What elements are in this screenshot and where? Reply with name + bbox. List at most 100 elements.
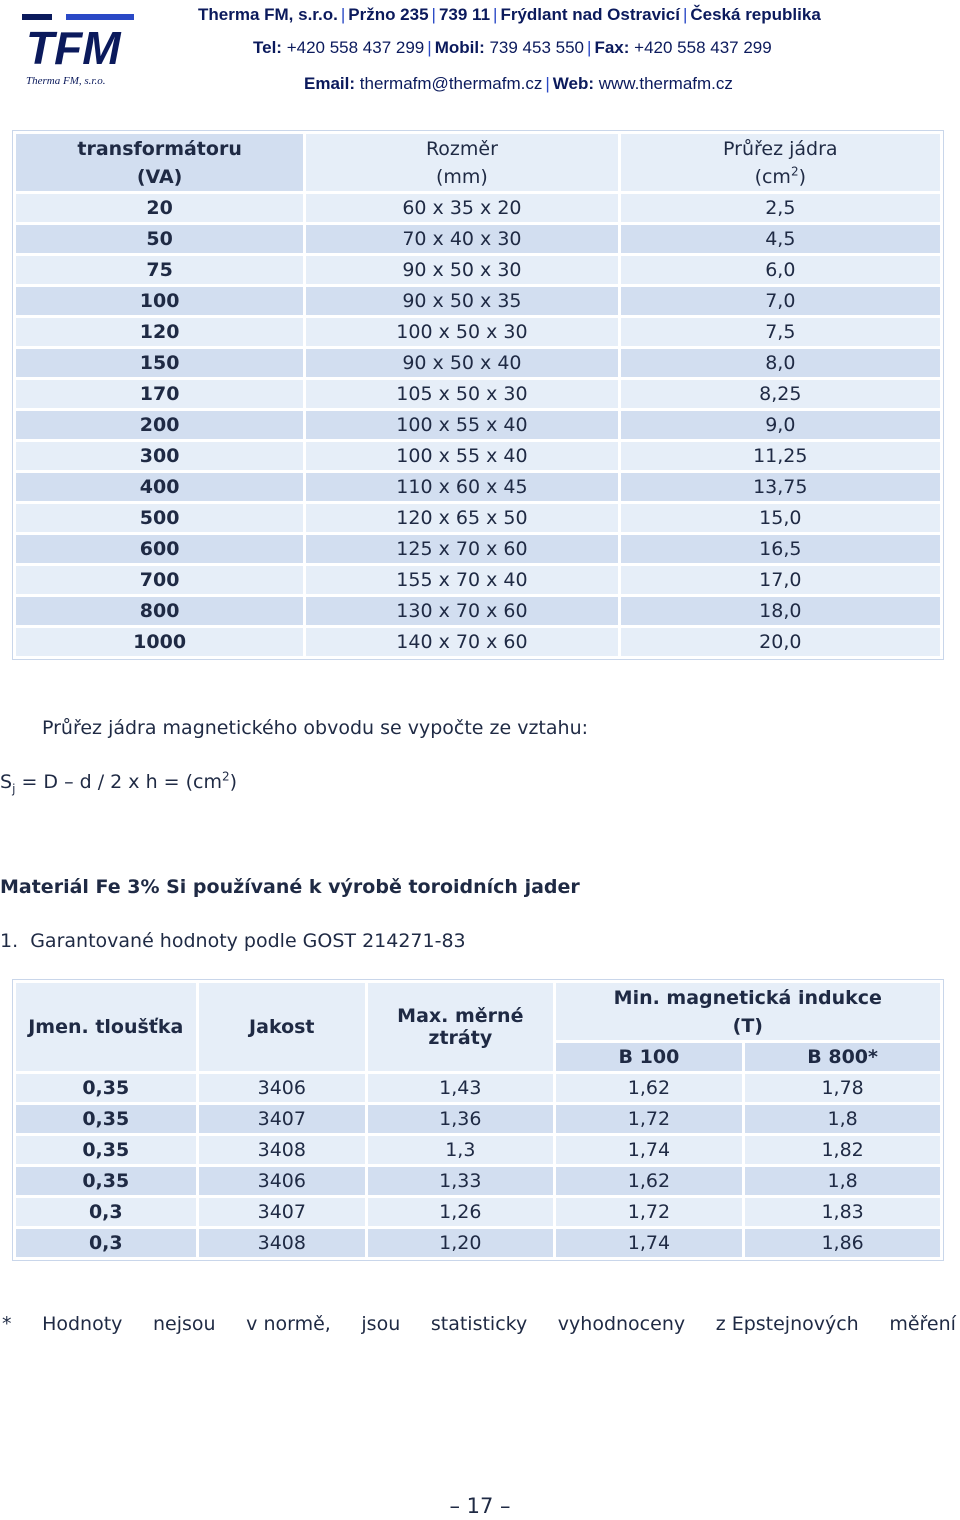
logo-bar-1 (22, 14, 52, 20)
footnote-word: nejsou (153, 1313, 216, 1335)
grade-cell: 3408 (198, 1136, 366, 1164)
material-heading: Materiál Fe 3% Si používané k výrobě tor… (0, 876, 580, 898)
core-cell: 20,0 (620, 628, 940, 656)
size-cell: 70 x 40 x 30 (306, 225, 618, 253)
core-cell: 2,5 (620, 194, 940, 222)
mobil-label: Mobil: (434, 38, 485, 57)
size-cell: 100 x 55 x 40 (306, 442, 618, 470)
b800-cell: 1,86 (745, 1229, 940, 1257)
thickness-cell: 0,35 (16, 1105, 196, 1133)
table-row: 50 70 x 40 x 30 4,5 (16, 225, 940, 253)
header-loss: Max. měrné ztráty (368, 983, 553, 1071)
header-core: Průřez jádra (cm2) (620, 134, 940, 191)
b800-cell: 1,82 (745, 1136, 940, 1164)
footnote-word: z Epstejnových (715, 1313, 859, 1335)
material-table: Jmen. tloušťka Jakost Max. měrné ztráty … (12, 979, 944, 1261)
footnote-word: Hodnoty (42, 1313, 123, 1335)
header-power: transformátoru (VA) (16, 134, 304, 191)
footnote-word: * (2, 1313, 12, 1335)
loss-cell: 1,43 (368, 1074, 553, 1102)
size-cell: 130 x 70 x 60 (306, 597, 618, 625)
grade-cell: 3407 (198, 1198, 366, 1226)
material-list-item: 1. Garantované hodnoty podle GOST 214271… (0, 930, 466, 952)
header-contact-line: Email: thermafm@thermafm.cz | Web: www.the… (304, 74, 733, 93)
table-row: 400 110 x 60 x 45 13,75 (16, 473, 940, 501)
power-cell: 800 (16, 597, 304, 625)
fax-value: +420 558 437 299 (634, 38, 772, 57)
b100-cell: 1,72 (555, 1198, 743, 1226)
core-cell: 18,0 (620, 597, 940, 625)
logo-mark: TFM (26, 22, 122, 74)
thickness-cell: 0,35 (16, 1167, 196, 1195)
b100-cell: 1,74 (555, 1229, 743, 1257)
table-row: 300 100 x 55 x 40 11,25 (16, 442, 940, 470)
size-cell: 60 x 35 x 20 (306, 194, 618, 222)
b800-cell: 1,8 (745, 1105, 940, 1133)
table-row: 0,35 3406 1,43 1,62 1,78 (16, 1074, 940, 1102)
formula-intro: Průřez jádra magnetického obvodu se vypo… (42, 717, 589, 739)
table-row: 700 155 x 70 x 40 17,0 (16, 566, 940, 594)
email-link[interactable]: thermafm@thermafm.cz (359, 74, 543, 93)
city: Frýdlant nad Ostravicí (500, 5, 680, 24)
table-row: 0,3 3408 1,20 1,74 1,86 (16, 1229, 940, 1257)
table-header-row: Jmen. tloušťka Jakost Max. měrné ztráty … (16, 983, 940, 1071)
loss-cell: 1,33 (368, 1167, 553, 1195)
web-link[interactable]: www.thermafm.cz (598, 74, 733, 93)
page-number: – 17 – (449, 1494, 511, 1518)
core-cell: 9,0 (620, 411, 940, 439)
email-label: Email: (304, 74, 356, 93)
table-row: 1000 140 x 70 x 60 20,0 (16, 628, 940, 656)
tel-value[interactable]: +420 558 437 299 (286, 38, 425, 57)
power-cell: 100 (16, 287, 304, 315)
power-cell: 170 (16, 380, 304, 408)
core-cell: 7,0 (620, 287, 940, 315)
size-cell: 90 x 50 x 35 (306, 287, 618, 315)
zip: 739 11 (438, 5, 491, 24)
power-cell: 1000 (16, 628, 304, 656)
power-cell: 120 (16, 318, 304, 346)
b100-cell: 1,62 (555, 1167, 743, 1195)
core-cell: 16,5 (620, 535, 940, 563)
size-cell: 100 x 55 x 40 (306, 411, 618, 439)
b800-cell: 1,78 (745, 1074, 940, 1102)
table-row: 0,35 3406 1,33 1,62 1,8 (16, 1167, 940, 1195)
loss-cell: 1,26 (368, 1198, 553, 1226)
core-cell: 13,75 (620, 473, 940, 501)
header-size: Rozměr (mm) (306, 134, 618, 191)
power-cell: 75 (16, 256, 304, 284)
b100-cell: 1,62 (555, 1074, 743, 1102)
table-row: 150 90 x 50 x 40 8,0 (16, 349, 940, 377)
header-address-line: Therma FM, s.r.o. | Pržno 235 | 739 11 | Frýdl… (198, 5, 821, 24)
fax-label: Fax: (594, 38, 630, 57)
loss-cell: 1,3 (368, 1136, 553, 1164)
company-name: Therma FM, s.r.o. (198, 5, 338, 24)
size-cell: 90 x 50 x 40 (306, 349, 618, 377)
mobil-value[interactable]: 739 453 550 (489, 38, 585, 57)
table-header-row: transformátoru (VA) Rozměr (mm) Průřez j… (16, 134, 940, 191)
size-cell: 90 x 50 x 30 (306, 256, 618, 284)
size-cell: 120 x 65 x 50 (306, 504, 618, 532)
footnote-word: jsou (361, 1313, 401, 1335)
logo-bar-2 (66, 14, 134, 20)
power-cell: 150 (16, 349, 304, 377)
loss-cell: 1,36 (368, 1105, 553, 1133)
size-cell: 140 x 70 x 60 (306, 628, 618, 656)
thickness-cell: 0,35 (16, 1136, 196, 1164)
core-cell: 8,0 (620, 349, 940, 377)
grade-cell: 3407 (198, 1105, 366, 1133)
grade-cell: 3408 (198, 1229, 366, 1257)
thickness-cell: 0,3 (16, 1229, 196, 1257)
header-b100: B 100 (555, 1043, 743, 1071)
web-label: Web: (552, 74, 595, 93)
street: Pržno 235 (348, 5, 429, 24)
formula: Sj = D – d / 2 x h = (cm2) (0, 769, 238, 796)
footnote-word: měření (889, 1313, 956, 1335)
power-cell: 600 (16, 535, 304, 563)
company-logo: TFM Therma FM, s.r.o. (22, 14, 134, 87)
power-cell: 200 (16, 411, 304, 439)
table-row: 75 90 x 50 x 30 6,0 (16, 256, 940, 284)
header-induction: Min. magnetická indukce (T) (555, 983, 940, 1040)
table-row: 800 130 x 70 x 60 18,0 (16, 597, 940, 625)
table-row: 120 100 x 50 x 30 7,5 (16, 318, 940, 346)
core-cell: 7,5 (620, 318, 940, 346)
